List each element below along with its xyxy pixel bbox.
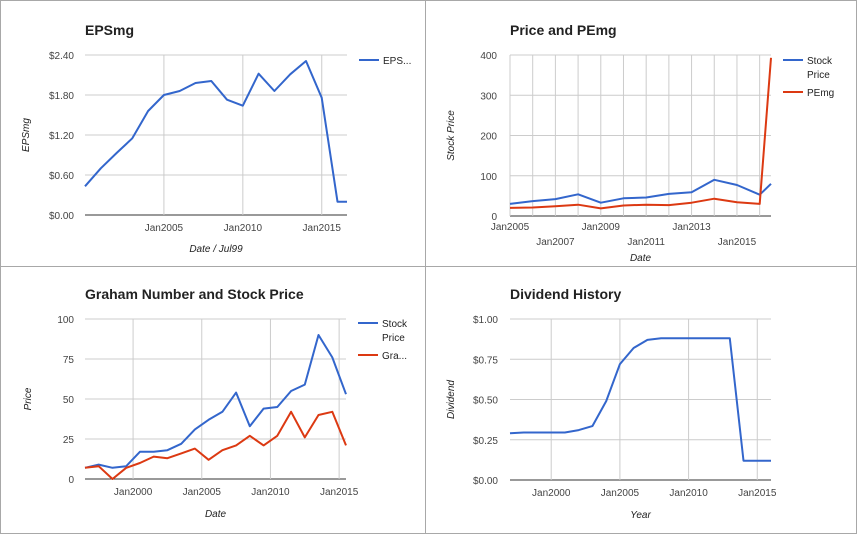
legend-label: Price	[382, 333, 405, 344]
panel-price-pemg: Price and PEmg 0 100 200 300 400 Jan2005 Jan200…	[425, 0, 857, 267]
x-tick-label: Jan2013	[672, 222, 711, 233]
y-tick-label: 50	[63, 395, 75, 406]
y-tick-label: $1.00	[473, 315, 498, 326]
y-tick-label: $0.75	[473, 355, 498, 366]
y-tick-label: 300	[480, 91, 497, 102]
x-axis-label: Date / Jul99	[189, 244, 243, 255]
x-tick-label: Jan2007	[536, 237, 575, 248]
y-tick-label: 75	[63, 355, 75, 366]
y-tick-label: 0	[491, 212, 497, 223]
y-tick-label: 0	[68, 475, 74, 486]
x-tick-label: Jan2005	[491, 222, 530, 233]
x-tick-label: Jan2005	[145, 223, 184, 234]
panel-epsmg: EPSmg $0.00 $0.60 $1.20 $1.80 $2.40 Jan2005 Jan…	[0, 0, 426, 267]
series-line	[509, 337, 771, 462]
chart-epsmg: EPSmg $0.00 $0.60 $1.20 $1.80 $2.40 Jan2005 Jan…	[21, 22, 411, 255]
y-axis-label: Stock Price	[446, 110, 457, 161]
x-tick-label: Jan2000	[532, 488, 571, 499]
x-tick-label: Jan2009	[582, 222, 621, 233]
x-tick-label: Jan2015	[738, 488, 777, 499]
y-axis-label: EPSmg	[21, 118, 32, 152]
chart-title: Dividend History	[510, 286, 621, 302]
y-tick-label: $1.20	[49, 131, 74, 142]
x-axis-label: Date	[630, 253, 652, 264]
x-tick-label: Jan2011	[627, 237, 665, 248]
y-tick-label: 25	[63, 435, 75, 446]
y-tick-label: $2.40	[49, 51, 74, 62]
series-line	[84, 60, 347, 203]
x-tick-label: Jan2015	[320, 487, 359, 498]
x-tick-label: Jan2015	[303, 223, 342, 234]
y-tick-label: $0.00	[49, 211, 74, 222]
legend-label: Stock	[382, 319, 408, 330]
legend-label: Gra...	[382, 351, 407, 362]
y-tick-label: $0.25	[473, 436, 498, 447]
legend-label: Price	[807, 70, 830, 81]
y-tick-label: 400	[480, 51, 497, 62]
y-axis-label: Price	[23, 387, 34, 410]
chart-price-pemg: Price and PEmg 0 100 200 300 400 Jan2005 Jan200…	[446, 22, 834, 264]
y-tick-label: $0.60	[49, 171, 74, 182]
series-line	[84, 410, 347, 480]
y-axis-label: Dividend	[446, 380, 457, 419]
x-tick-label: Jan2010	[251, 487, 290, 498]
y-tick-label: 200	[480, 132, 497, 143]
y-tick-label: $1.80	[49, 91, 74, 102]
x-tick-label: Jan2005	[183, 487, 222, 498]
panel-dividend-history: Dividend History $0.00 $0.25 $0.50 $0.75 $1.0…	[425, 266, 857, 534]
y-tick-label: $0.00	[473, 476, 498, 487]
chart-title: Price and PEmg	[510, 22, 617, 38]
y-tick-label: 100	[480, 172, 497, 183]
x-tick-label: Jan2015	[718, 237, 757, 248]
x-tick-label: Jan2005	[601, 488, 640, 499]
x-tick-label: Jan2010	[669, 488, 708, 499]
legend-label: Stock	[807, 56, 833, 67]
chart-title: Graham Number and Stock Price	[85, 286, 304, 302]
chart-title: EPSmg	[85, 22, 134, 38]
series-line	[509, 57, 772, 210]
x-axis-label: Date	[205, 509, 227, 520]
legend-label: EPS...	[383, 56, 411, 67]
y-tick-label: 100	[57, 315, 74, 326]
panel-graham-number: Graham Number and Stock Price 0 25 50 75 100 J…	[0, 266, 426, 534]
x-tick-label: Jan2010	[224, 223, 263, 234]
y-tick-label: $0.50	[473, 396, 498, 407]
series-line	[509, 178, 772, 205]
chart-dividend-history: Dividend History $0.00 $0.25 $0.50 $0.75 $1.0…	[446, 286, 777, 521]
series-line	[84, 334, 347, 469]
x-tick-label: Jan2000	[114, 487, 153, 498]
x-axis-label: Year	[630, 510, 651, 521]
legend-label: PEmg	[807, 88, 834, 99]
chart-graham-number: Graham Number and Stock Price 0 25 50 75 100 J…	[23, 286, 408, 520]
